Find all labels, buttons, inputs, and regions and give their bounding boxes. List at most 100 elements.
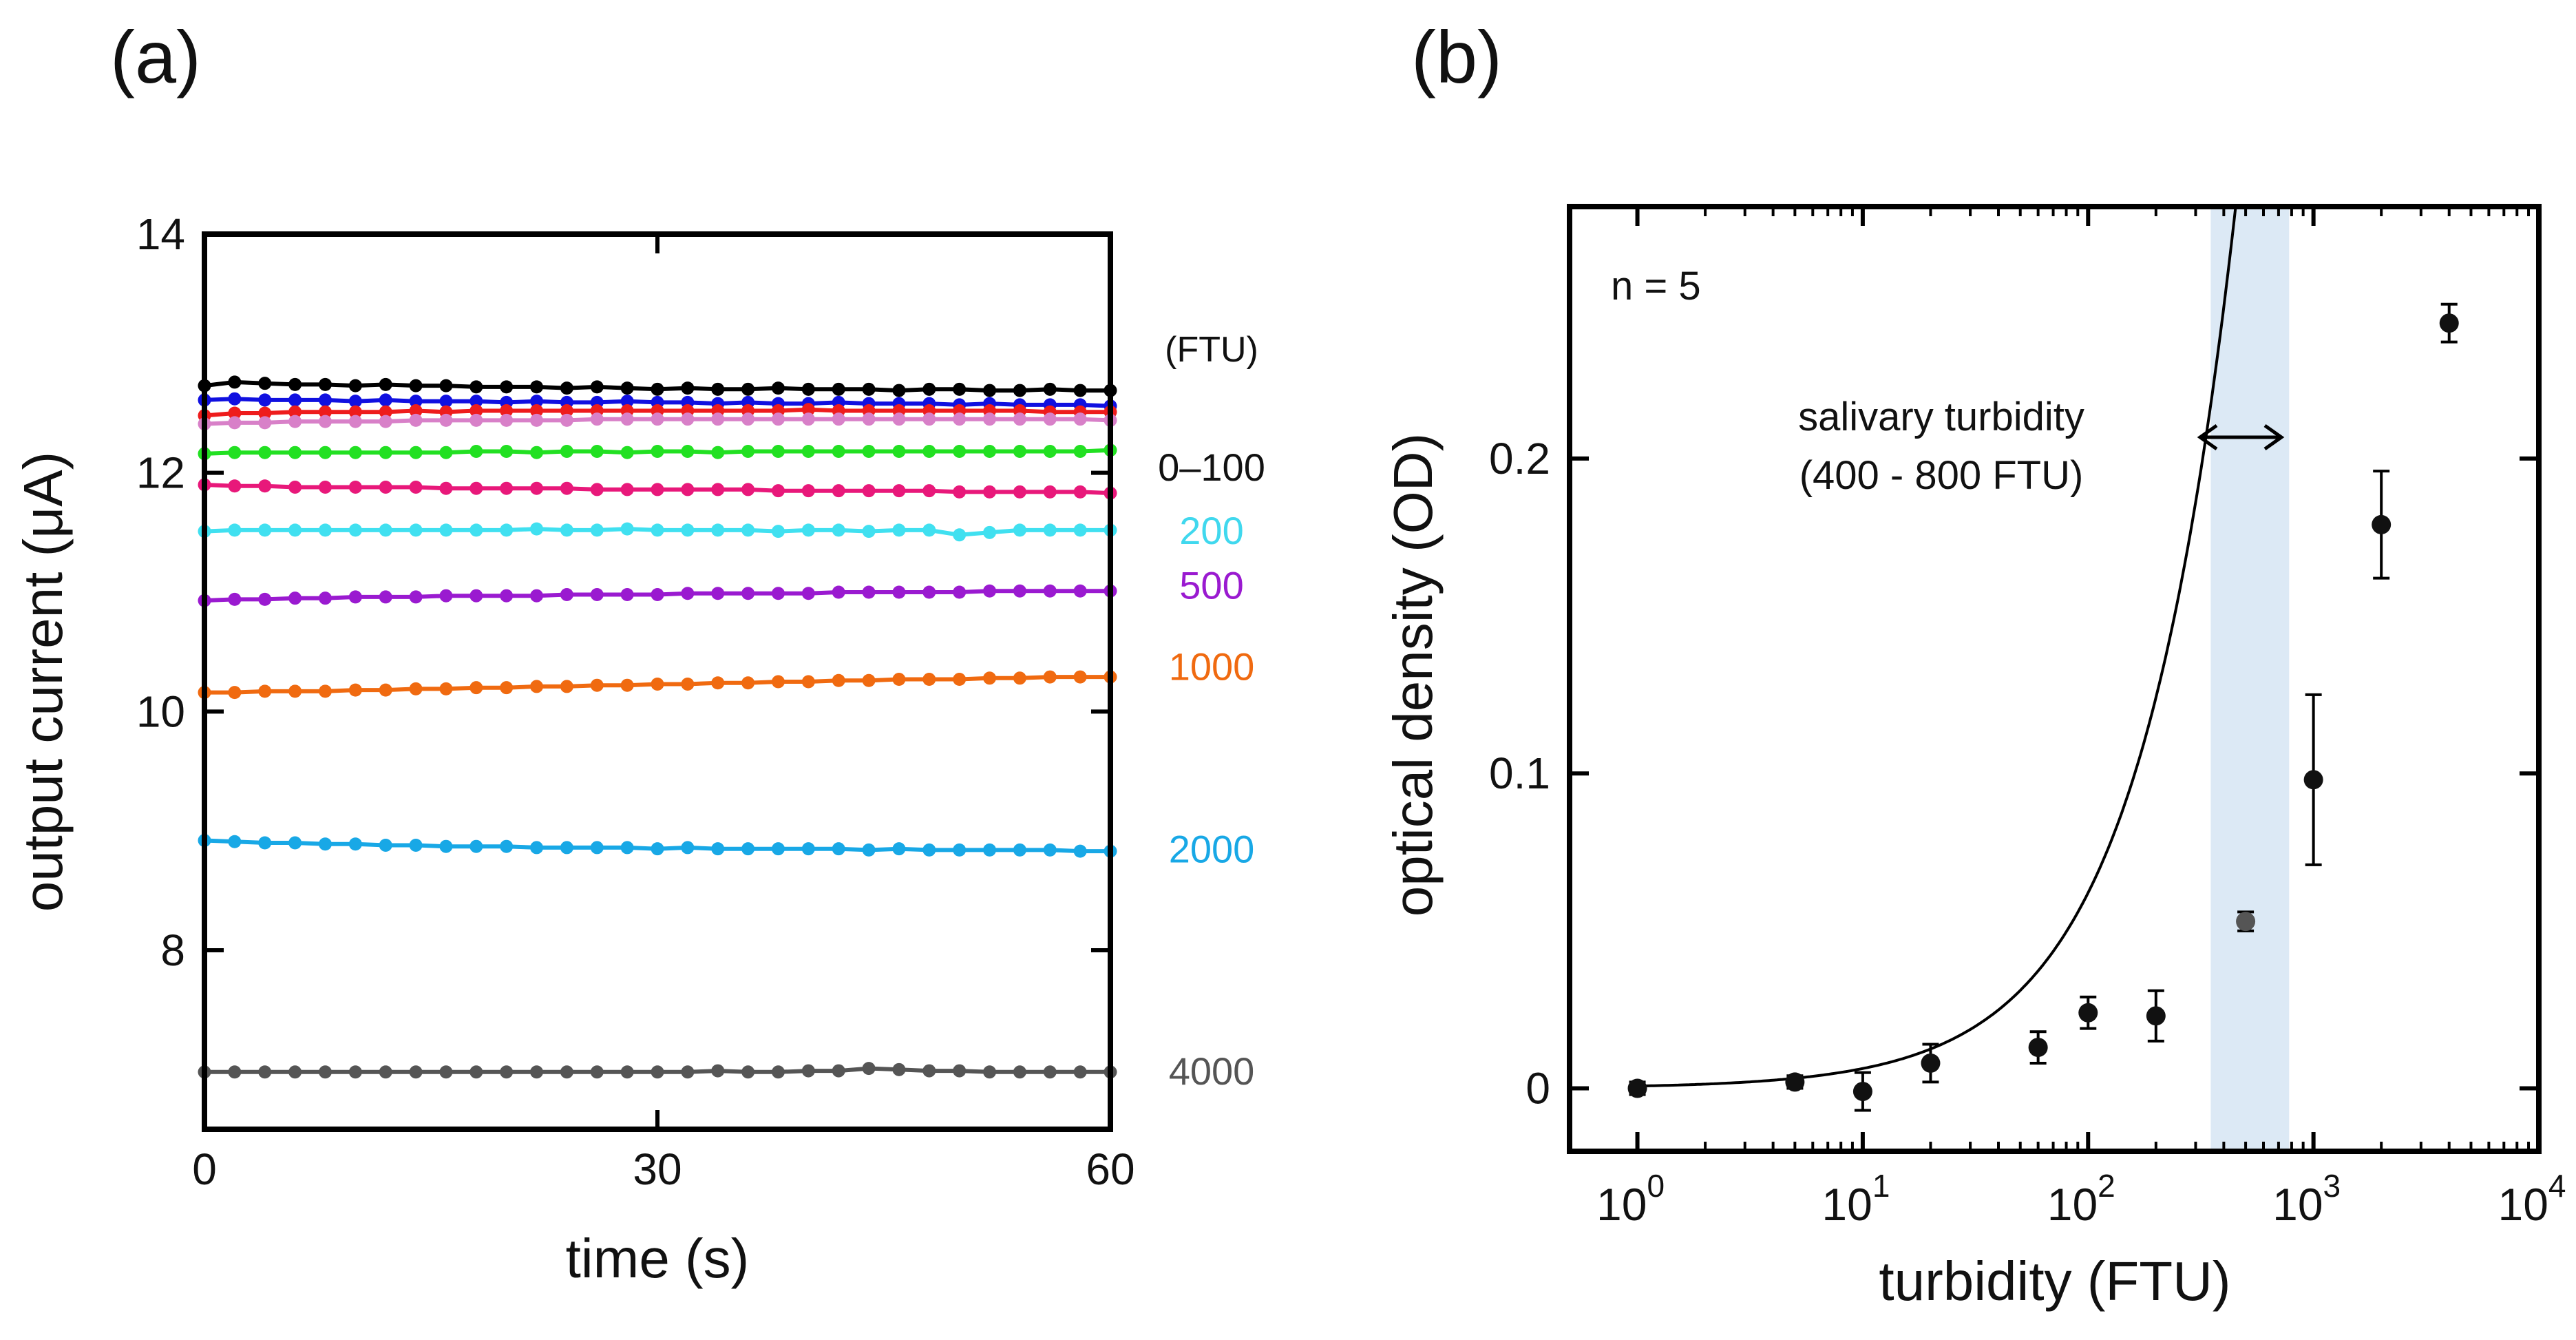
- data-point: [1073, 485, 1087, 499]
- data-point: [1013, 384, 1026, 397]
- data-point: [771, 444, 785, 458]
- data-point: [530, 380, 544, 394]
- data-point: [681, 1065, 695, 1079]
- data-point: [892, 523, 906, 537]
- data-point: [681, 444, 695, 458]
- data-point: [832, 382, 845, 396]
- data-point: [892, 1062, 906, 1076]
- series-0-ftu: [198, 375, 1117, 397]
- data-point: [439, 379, 453, 392]
- annotation-salivary-turbidity: salivary turbidity: [1798, 395, 2084, 439]
- data-point: [379, 480, 392, 494]
- data-point: [258, 523, 272, 537]
- data-point: [1073, 523, 1087, 537]
- series-label: 500: [1179, 564, 1243, 607]
- data-point: [1013, 843, 1026, 857]
- data-point: [228, 523, 242, 537]
- data-point: [1043, 485, 1057, 499]
- data-point: [801, 523, 815, 537]
- data-point: [862, 444, 876, 458]
- data-point: [439, 589, 453, 603]
- x-tick-base: 10: [2047, 1179, 2098, 1230]
- data-point: [862, 525, 876, 538]
- od-point-200-ftu: [2146, 989, 2166, 1043]
- data-point: [1043, 1065, 1057, 1079]
- panel-a-ticks: 0 30 60 8 10 12 14: [136, 209, 1135, 1194]
- data-point: [2028, 1038, 2048, 1058]
- panel-a-x-axis-label: time (s): [566, 1228, 750, 1289]
- data-point: [258, 377, 272, 390]
- data-point: [651, 842, 664, 856]
- data-point: [741, 587, 755, 600]
- data-point: [469, 1065, 483, 1079]
- data-point: [1043, 412, 1057, 426]
- data-point: [530, 680, 544, 693]
- data-point: [801, 403, 815, 417]
- data-point: [651, 382, 664, 396]
- data-point: [922, 484, 936, 498]
- panel-b-plot: [1627, 206, 2459, 1112]
- data-point: [620, 841, 634, 855]
- data-point: [530, 404, 544, 418]
- data-point: [1785, 1072, 1805, 1092]
- data-point: [439, 1065, 453, 1079]
- data-point: [379, 590, 392, 604]
- data-point: [862, 673, 876, 687]
- data-point: [681, 841, 695, 855]
- data-point: [832, 842, 845, 856]
- y-tick-label: 0.1: [1489, 748, 1550, 798]
- od-point-500-ftu: [2236, 910, 2256, 932]
- x-tick-label: 100: [1596, 1168, 1665, 1230]
- data-point: [651, 677, 664, 691]
- data-point: [832, 444, 845, 458]
- data-point: [983, 843, 997, 857]
- data-point: [228, 416, 242, 430]
- data-point: [832, 673, 845, 687]
- data-point: [500, 681, 514, 695]
- data-point: [953, 382, 967, 396]
- data-point: [681, 587, 695, 600]
- annotation-turbidity-range: (400 - 800 FTU): [1799, 453, 2084, 498]
- data-point: [318, 684, 332, 698]
- data-point: [953, 528, 967, 542]
- data-point: [620, 522, 634, 536]
- data-point: [288, 684, 302, 698]
- y-tick-label: 12: [136, 448, 185, 498]
- data-point: [1013, 584, 1026, 598]
- x-tick-label: 60: [1086, 1144, 1134, 1194]
- data-point: [258, 446, 272, 459]
- data-point: [318, 480, 332, 494]
- data-point: [409, 838, 423, 852]
- data-point: [983, 412, 997, 426]
- data-point: [500, 380, 514, 394]
- data-point: [258, 416, 272, 430]
- data-point: [2078, 1003, 2098, 1023]
- data-point: [590, 483, 604, 496]
- panel-b-plot-frame: [1567, 204, 2542, 1154]
- data-point: [1013, 671, 1026, 685]
- data-point: [288, 415, 302, 428]
- data-point: [409, 446, 423, 459]
- data-point: [620, 395, 634, 408]
- data-point: [258, 1065, 272, 1079]
- data-point: [379, 393, 392, 407]
- data-point: [348, 837, 362, 851]
- data-point: [983, 584, 997, 598]
- y-tick-label: 8: [160, 925, 185, 975]
- data-point: [741, 676, 755, 690]
- data-point: [560, 680, 573, 693]
- data-point: [500, 404, 514, 418]
- data-point: [560, 481, 573, 495]
- data-point: [1073, 584, 1087, 598]
- data-point: [439, 446, 453, 459]
- data-point: [348, 395, 362, 408]
- data-point: [439, 481, 453, 495]
- data-point: [530, 413, 544, 427]
- data-point: [1043, 382, 1057, 396]
- data-point: [590, 444, 604, 458]
- data-point: [228, 406, 242, 420]
- data-point: [953, 585, 967, 599]
- data-point: [469, 523, 483, 537]
- data-point: [1073, 844, 1087, 858]
